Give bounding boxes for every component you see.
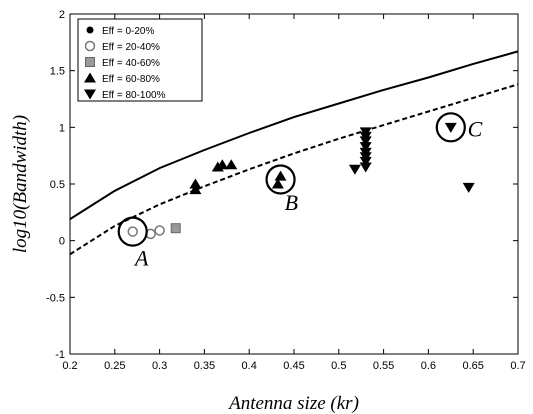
x-tick-label: 0.7 bbox=[510, 360, 525, 372]
x-tick-label: 0.5 bbox=[331, 360, 346, 372]
data-point bbox=[444, 122, 457, 133]
data-point bbox=[189, 184, 202, 195]
y-tick-label: -1 bbox=[55, 349, 65, 361]
data-point bbox=[359, 147, 372, 158]
y-axis-title: log10(Bandwidth) bbox=[10, 115, 31, 253]
data-point bbox=[359, 162, 372, 173]
data-points bbox=[127, 122, 475, 240]
annotation-circle bbox=[117, 216, 148, 247]
x-tick-label: 0.3 bbox=[152, 360, 167, 372]
data-point bbox=[127, 226, 138, 237]
x-tick-label: 0.45 bbox=[283, 360, 304, 372]
x-tick-label: 0.55 bbox=[373, 360, 394, 372]
x-tick-label: 0.65 bbox=[462, 360, 483, 372]
y-tick-label: 1.5 bbox=[50, 66, 65, 78]
legend-marker bbox=[84, 72, 96, 83]
y-tick-label: 0.5 bbox=[50, 179, 65, 191]
legend-marker bbox=[84, 89, 96, 100]
y-axis-ticks: -1 -0.5 0 0.5 1 1.5 2 bbox=[46, 9, 518, 361]
annotation-label: A bbox=[133, 246, 149, 271]
legend: Eff = 0-20% Eff = 20-40% Eff = 40-60% Eff =… bbox=[77, 18, 203, 102]
data-point bbox=[154, 225, 165, 236]
data-point bbox=[189, 178, 202, 189]
y-tick-label: -0.5 bbox=[46, 292, 65, 304]
x-tick-label: 0.35 bbox=[194, 360, 215, 372]
data-point bbox=[274, 170, 287, 181]
x-tick-label: 0.25 bbox=[104, 360, 125, 372]
data-point bbox=[271, 178, 284, 189]
upper-bound-curve bbox=[69, 50, 519, 220]
y-tick-label: 0 bbox=[59, 236, 65, 248]
x-tick-label: 0.2 bbox=[62, 360, 77, 372]
x-tick-label: 0.6 bbox=[421, 360, 436, 372]
data-point bbox=[225, 159, 238, 170]
legend-box bbox=[77, 18, 203, 102]
data-point bbox=[462, 182, 475, 193]
x-axis-ticks: 0.2 0.25 0.3 0.35 0.4 0.45 0.5 0.55 0.6 0.65 0.7 bbox=[62, 14, 526, 372]
bound-curves bbox=[69, 50, 519, 256]
annotation-circle bbox=[265, 164, 296, 195]
legend-label: Eff = 60-80% bbox=[102, 74, 160, 85]
legend-label: Eff = 80-100% bbox=[102, 90, 166, 101]
annotation-circle bbox=[435, 112, 466, 143]
data-point bbox=[170, 223, 181, 234]
legend-label: Eff = 0-20% bbox=[102, 26, 154, 37]
legend-marker bbox=[85, 57, 95, 67]
y-tick-label: 1 bbox=[59, 122, 65, 134]
legend-label: Eff = 40-60% bbox=[102, 58, 160, 69]
y-tick-label: 2 bbox=[59, 9, 65, 21]
annotation-label: C bbox=[468, 116, 483, 141]
annotations: A B C bbox=[117, 112, 483, 271]
legend-marker bbox=[86, 26, 94, 34]
data-point bbox=[359, 127, 372, 138]
legend-marker bbox=[84, 40, 96, 52]
data-point bbox=[359, 142, 372, 153]
x-tick-label: 0.4 bbox=[242, 360, 257, 372]
legend-label: Eff = 20-40% bbox=[102, 42, 160, 53]
lower-bound-curve bbox=[69, 83, 519, 256]
data-point bbox=[348, 164, 361, 175]
annotation-label: B bbox=[285, 190, 298, 215]
x-axis-title: Antenna size (kr) bbox=[227, 393, 359, 414]
data-point bbox=[216, 159, 229, 170]
